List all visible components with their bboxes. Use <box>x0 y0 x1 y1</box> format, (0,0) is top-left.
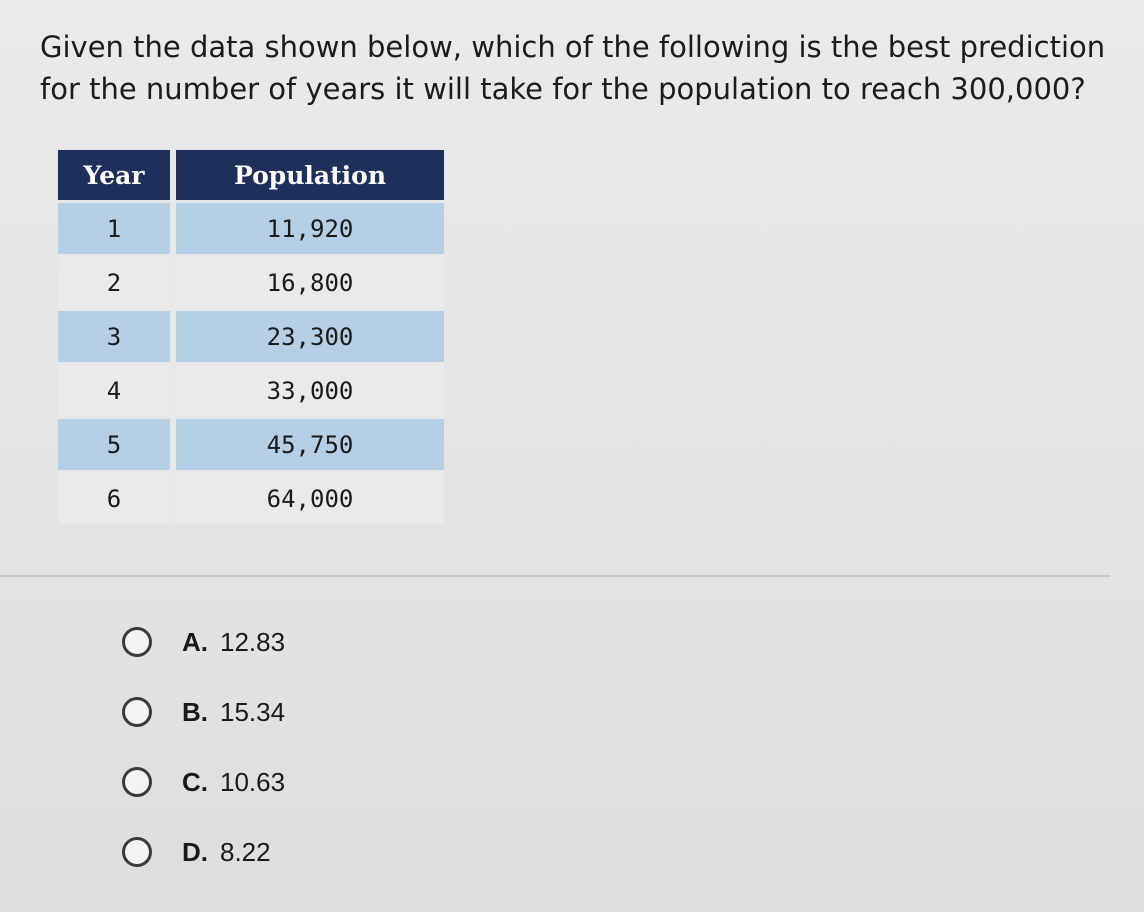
cell-population: 64,000 <box>176 470 444 524</box>
header-year: Year <box>58 150 176 200</box>
option-b[interactable]: B. 15.34 <box>122 686 285 738</box>
table-row: 1 11,920 <box>58 200 444 254</box>
question-text: Given the data shown below, which of the… <box>40 30 1106 106</box>
cell-year: 1 <box>58 200 176 254</box>
header-population: Population <box>176 150 444 200</box>
radio-button-c[interactable] <box>122 767 152 797</box>
table-row: 4 33,000 <box>58 362 444 416</box>
cell-year: 3 <box>58 308 176 362</box>
radio-button-d[interactable] <box>122 837 152 867</box>
cell-population: 23,300 <box>176 308 444 362</box>
cell-year: 4 <box>58 362 176 416</box>
radio-button-a[interactable] <box>122 627 152 657</box>
option-letter: C. <box>182 766 208 797</box>
cell-population: 33,000 <box>176 362 444 416</box>
option-letter: A. <box>182 626 208 657</box>
option-d[interactable]: D. 8.22 <box>122 826 285 878</box>
option-c[interactable]: C. 10.63 <box>122 756 285 808</box>
option-value: 15.34 <box>220 696 286 727</box>
answer-options: A. 12.83 B. 15.34 C. 10.63 D. 8.22 <box>122 616 285 896</box>
population-table: Year Population 1 11,920 2 16,800 3 23,3… <box>58 150 444 524</box>
radio-button-b[interactable] <box>122 697 152 727</box>
table-header-row: Year Population <box>58 150 444 200</box>
option-value: 10.63 <box>220 766 286 797</box>
option-value: 8.22 <box>220 836 271 867</box>
cell-year: 2 <box>58 254 176 308</box>
cell-population: 45,750 <box>176 416 444 470</box>
option-letter: D. <box>182 836 208 867</box>
section-divider <box>0 575 1110 577</box>
table-row: 6 64,000 <box>58 470 444 524</box>
table-row: 2 16,800 <box>58 254 444 308</box>
option-value: 12.83 <box>220 626 286 657</box>
option-a[interactable]: A. 12.83 <box>122 616 285 668</box>
cell-population: 16,800 <box>176 254 444 308</box>
table-row: 3 23,300 <box>58 308 444 362</box>
cell-year: 5 <box>58 416 176 470</box>
table-row: 5 45,750 <box>58 416 444 470</box>
option-letter: B. <box>182 696 208 727</box>
cell-population: 11,920 <box>176 200 444 254</box>
cell-year: 6 <box>58 470 176 524</box>
